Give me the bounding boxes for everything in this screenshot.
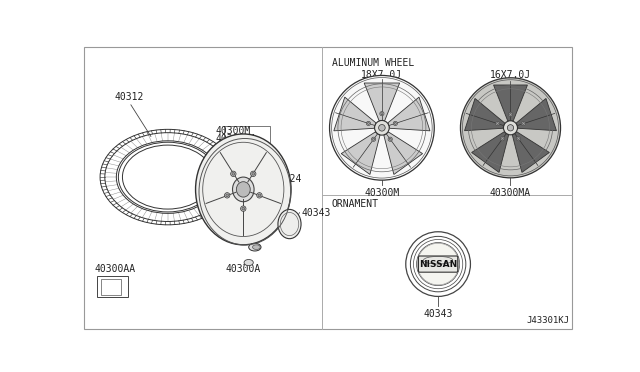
Circle shape	[522, 123, 524, 125]
Text: NISSAN: NISSAN	[419, 260, 457, 269]
Circle shape	[241, 206, 246, 211]
Text: J43301KJ: J43301KJ	[527, 316, 570, 325]
Polygon shape	[516, 99, 556, 131]
Circle shape	[388, 137, 392, 141]
Circle shape	[252, 173, 255, 175]
Text: 18X7.0J: 18X7.0J	[362, 70, 403, 80]
Ellipse shape	[278, 209, 301, 239]
Text: ORNAMENT: ORNAMENT	[332, 199, 379, 209]
Circle shape	[502, 138, 504, 140]
Circle shape	[495, 122, 500, 126]
Polygon shape	[472, 132, 509, 172]
Circle shape	[516, 137, 520, 141]
Text: 40312: 40312	[115, 92, 144, 102]
Ellipse shape	[196, 134, 291, 245]
Text: 40300A: 40300A	[226, 264, 261, 275]
Ellipse shape	[236, 182, 250, 197]
Text: 40300MA: 40300MA	[215, 134, 256, 144]
Circle shape	[330, 76, 435, 180]
Polygon shape	[388, 97, 430, 131]
Text: 40300AA: 40300AA	[95, 264, 136, 275]
Text: 16X7.0J: 16X7.0J	[490, 70, 531, 80]
Circle shape	[380, 112, 384, 116]
Polygon shape	[384, 132, 422, 174]
Text: 40300M: 40300M	[216, 126, 251, 136]
Text: 40300MA: 40300MA	[490, 188, 531, 198]
Circle shape	[230, 171, 236, 177]
Circle shape	[509, 112, 513, 116]
Circle shape	[371, 137, 376, 141]
Circle shape	[517, 138, 520, 140]
Polygon shape	[465, 99, 505, 131]
Circle shape	[366, 121, 371, 125]
Ellipse shape	[253, 245, 260, 250]
Circle shape	[504, 121, 518, 135]
Circle shape	[497, 123, 499, 125]
Circle shape	[509, 113, 511, 115]
Circle shape	[500, 137, 504, 141]
Circle shape	[225, 193, 230, 198]
Circle shape	[372, 138, 374, 140]
Text: 40224: 40224	[273, 174, 302, 185]
Text: 40300M: 40300M	[364, 188, 399, 198]
Circle shape	[379, 125, 385, 131]
Ellipse shape	[249, 243, 261, 251]
Circle shape	[508, 125, 514, 131]
Polygon shape	[334, 97, 376, 131]
Circle shape	[393, 121, 397, 125]
Circle shape	[226, 194, 228, 197]
Circle shape	[417, 243, 459, 285]
Polygon shape	[493, 85, 527, 121]
Bar	[97, 276, 128, 297]
Polygon shape	[341, 132, 380, 174]
Text: ALUMINUM WHEEL: ALUMINUM WHEEL	[332, 58, 414, 68]
Circle shape	[251, 171, 256, 177]
Circle shape	[381, 113, 383, 115]
Circle shape	[522, 122, 525, 126]
Circle shape	[367, 122, 369, 125]
Circle shape	[258, 194, 260, 197]
Ellipse shape	[244, 260, 253, 266]
Circle shape	[394, 122, 396, 125]
Text: 40343: 40343	[424, 309, 452, 319]
Polygon shape	[364, 83, 399, 121]
Text: 40343: 40343	[301, 208, 330, 218]
Circle shape	[389, 138, 391, 140]
Circle shape	[374, 121, 389, 135]
Circle shape	[460, 78, 561, 178]
Circle shape	[242, 207, 244, 210]
Bar	[101, 279, 121, 295]
Circle shape	[257, 193, 262, 198]
Circle shape	[232, 173, 235, 175]
Ellipse shape	[232, 177, 254, 202]
Polygon shape	[513, 132, 549, 172]
FancyBboxPatch shape	[419, 256, 458, 272]
